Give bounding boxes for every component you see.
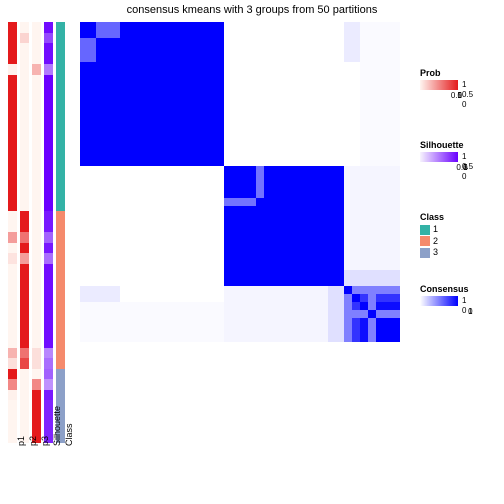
legend-title-class: Class — [420, 212, 444, 222]
annot-col-Class — [56, 22, 65, 442]
legend-title-silhouette: Silhouette — [420, 140, 464, 150]
legend-prob: Prob00.5110.50 — [420, 68, 458, 91]
legend-gradient-prob — [420, 80, 458, 90]
legend-item-label: 1 — [433, 224, 438, 234]
legend-tick-text: 1 — [462, 80, 473, 90]
annot-label-Class: Class — [64, 423, 74, 446]
legend-silhouette: Silhouette00.5110.50 — [420, 140, 464, 163]
legend-gradient-silhouette — [420, 152, 458, 162]
chart-title: consensus kmeans with 3 groups from 50 p… — [0, 4, 504, 16]
annot-label-p3: p3 — [40, 436, 50, 446]
legend-tick-text: 0.5 — [462, 162, 473, 172]
legend-tick-text: 0 — [462, 100, 473, 110]
annot-label-Silhouette: Silhouette — [52, 406, 62, 446]
legend-swatch — [420, 248, 430, 258]
annotation-tracks — [8, 22, 68, 442]
consensus-heatmap — [80, 22, 400, 342]
legend-tick-text: 0.5 — [462, 90, 473, 100]
legend-swatch — [420, 236, 430, 246]
legend-item-class-3: 3 — [420, 247, 444, 258]
annot-col-p3 — [32, 22, 41, 442]
annot-col-p1 — [8, 22, 17, 442]
legend-tick-text: 1 — [462, 152, 473, 162]
legend-tick-text: 0 — [462, 306, 466, 316]
annot-col-p2 — [20, 22, 29, 442]
legend-gradient-consensus — [420, 296, 458, 306]
legend-class: Class 1 23 — [420, 212, 444, 258]
legend-swatch — [420, 225, 430, 235]
legend-tick: 1 — [468, 307, 472, 316]
annot-label-p1: p1 — [16, 436, 26, 446]
legend-title-prob: Prob — [420, 68, 458, 78]
legend-item-label: 2 — [433, 236, 438, 246]
legend-item-label: 3 — [433, 247, 438, 257]
legend-title-consensus: Consensus — [420, 284, 469, 294]
legend-item-class-1: 1 — [420, 224, 444, 235]
legend-tick-text: 1 — [462, 296, 466, 306]
annot-label-p2: p2 — [28, 436, 38, 446]
legend-item-class-2: 2 — [420, 236, 444, 247]
annot-col-Silhouette — [44, 22, 53, 442]
legend-consensus: Consensus0110 — [420, 284, 469, 307]
legend-tick-text: 0 — [462, 172, 473, 182]
